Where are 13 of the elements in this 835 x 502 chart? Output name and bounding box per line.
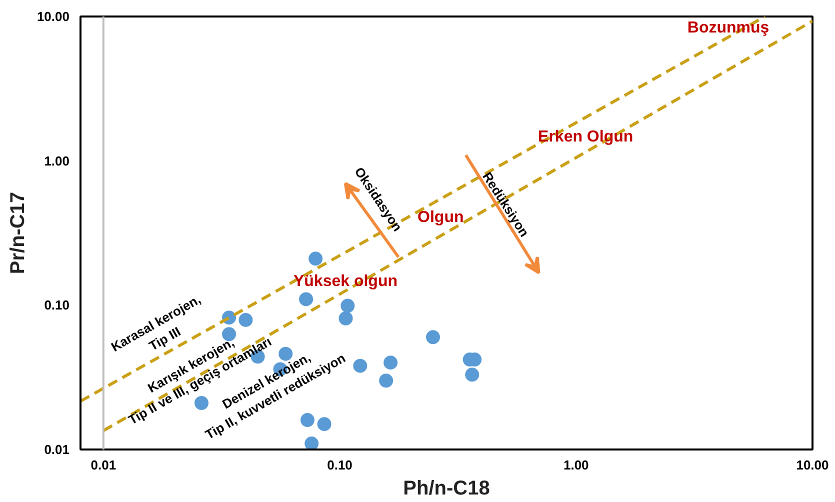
annotation: Olgun: [418, 208, 464, 226]
y-tick-label: 10.00: [36, 9, 70, 24]
x-tick-label: 10.00: [796, 458, 829, 472]
y-tick-label: 0.10: [44, 298, 70, 313]
y-tick-label: 0.01: [44, 442, 70, 457]
x-tick-label: 0.10: [327, 458, 352, 472]
y-axis-title: Pr/n-C17: [6, 192, 29, 274]
annotation: Yüksek olgun: [293, 272, 398, 290]
x-axis-title: Ph/n-C18: [403, 478, 490, 500]
y-tick-label: 1.00: [44, 153, 70, 168]
x-tick-label: 0.01: [90, 458, 116, 472]
annotation: Bozunmuş: [687, 20, 770, 37]
x-tick-label: 1.00: [563, 458, 589, 472]
